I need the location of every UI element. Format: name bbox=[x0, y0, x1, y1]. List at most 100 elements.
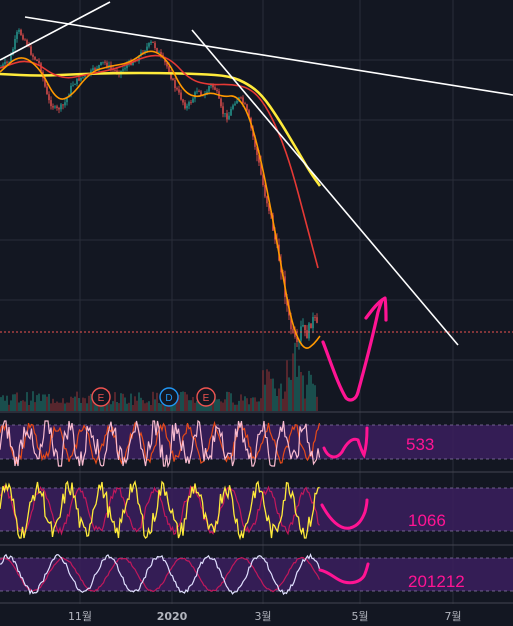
candle-body bbox=[30, 46, 32, 55]
candle-body bbox=[170, 72, 172, 79]
candle-body bbox=[150, 41, 152, 43]
volume-bar bbox=[178, 394, 180, 411]
candle-body bbox=[114, 70, 116, 71]
candle-body bbox=[184, 102, 186, 109]
volume-bar bbox=[314, 385, 316, 411]
volume-bar bbox=[240, 394, 242, 411]
candle-body bbox=[190, 102, 192, 103]
volume-bar bbox=[186, 394, 188, 411]
candle-body bbox=[158, 52, 160, 53]
volume-bar bbox=[300, 372, 302, 411]
volume-bar bbox=[164, 403, 166, 411]
candle-body bbox=[254, 136, 256, 147]
candle-body bbox=[244, 103, 246, 105]
candle-body bbox=[260, 162, 262, 175]
candle-body bbox=[22, 35, 24, 40]
candle-body bbox=[310, 323, 312, 329]
candle-body bbox=[182, 99, 184, 103]
candle-body bbox=[70, 85, 72, 95]
trendline-2[interactable] bbox=[0, 1, 111, 61]
volume-bar bbox=[238, 400, 240, 411]
volume-bar bbox=[20, 400, 22, 411]
candle-body bbox=[262, 174, 264, 185]
volume-bar bbox=[118, 403, 120, 411]
volume-bar bbox=[134, 396, 136, 411]
volume-bar bbox=[54, 402, 56, 411]
indicator-pane-1066[interactable]: 1066 bbox=[0, 480, 513, 541]
volume-bar bbox=[28, 405, 30, 411]
volume-bar bbox=[210, 400, 212, 411]
volume-bar bbox=[14, 394, 16, 411]
x-tick-nov: 11월 bbox=[68, 610, 92, 623]
dividend-event[interactable]: D bbox=[159, 387, 179, 407]
candle-body bbox=[100, 62, 102, 66]
volume-bar bbox=[236, 404, 238, 411]
x-tick-2020: 2020 bbox=[157, 610, 188, 623]
candle-body bbox=[264, 185, 266, 197]
volume-bar bbox=[12, 394, 14, 411]
candle-body bbox=[196, 91, 198, 93]
volume-bar bbox=[258, 401, 260, 411]
candle-body bbox=[266, 196, 268, 204]
earnings-event-1[interactable]: E bbox=[91, 387, 111, 407]
candle-body bbox=[168, 66, 170, 73]
candle-body bbox=[24, 39, 26, 41]
candle-body bbox=[204, 94, 206, 96]
volume-bar bbox=[180, 392, 182, 411]
volume-bar bbox=[74, 396, 76, 411]
candle-body bbox=[48, 94, 50, 101]
volume-bar bbox=[26, 392, 28, 411]
event-label-1: E bbox=[98, 393, 105, 404]
trendlines[interactable] bbox=[0, 1, 513, 346]
volume-bar bbox=[78, 398, 80, 411]
candle-body bbox=[160, 52, 162, 55]
volume-bar bbox=[64, 403, 66, 411]
volume-bar bbox=[0, 397, 2, 411]
candle-body bbox=[2, 64, 4, 68]
volume-bar bbox=[230, 393, 232, 411]
volume-bar bbox=[32, 391, 34, 411]
indicator-pane-533[interactable]: 533 bbox=[0, 419, 513, 469]
candle-body bbox=[256, 146, 258, 155]
volume-bar bbox=[40, 400, 42, 411]
candle-body bbox=[208, 86, 210, 92]
candle-body bbox=[54, 106, 56, 108]
volume-bar bbox=[268, 371, 270, 411]
indicator-3-d-line bbox=[0, 556, 321, 593]
candle-body bbox=[58, 108, 60, 110]
candle-body bbox=[180, 92, 182, 100]
candle-body bbox=[166, 62, 168, 67]
candle-body bbox=[28, 45, 30, 47]
candle-body bbox=[12, 49, 14, 55]
candle-body bbox=[4, 61, 6, 65]
volume-bar bbox=[4, 400, 6, 411]
trendline-1[interactable] bbox=[24, 16, 513, 96]
volume-bar bbox=[6, 395, 8, 411]
event-markers[interactable]: E D E bbox=[91, 387, 216, 407]
candle-body bbox=[32, 54, 34, 57]
candle-body bbox=[246, 104, 248, 111]
candle-body bbox=[104, 61, 106, 63]
candle-body bbox=[186, 105, 188, 109]
volume-bar bbox=[254, 397, 256, 411]
volume-bar bbox=[262, 370, 264, 411]
volume-bar bbox=[66, 402, 68, 411]
indicator-1-k-line bbox=[0, 419, 321, 469]
volume-bar bbox=[260, 398, 262, 411]
volume-bar bbox=[16, 392, 18, 411]
volume-bar bbox=[114, 392, 116, 411]
indicator-label-1066: 1066 bbox=[408, 511, 446, 530]
candle-body bbox=[82, 76, 84, 78]
volume-bar bbox=[52, 398, 54, 411]
candle-body bbox=[304, 325, 306, 331]
volume-bar bbox=[88, 395, 90, 411]
forecast-annotation[interactable] bbox=[321, 296, 388, 402]
indicator-pane-201212[interactable]: 201212 bbox=[0, 552, 513, 596]
volume-bar bbox=[308, 370, 310, 411]
volume-bar bbox=[58, 402, 60, 411]
trendline-3[interactable] bbox=[191, 29, 459, 346]
earnings-event-2[interactable]: E bbox=[196, 387, 216, 407]
candle-body bbox=[316, 317, 318, 323]
indicator-3-scribble bbox=[318, 562, 370, 585]
